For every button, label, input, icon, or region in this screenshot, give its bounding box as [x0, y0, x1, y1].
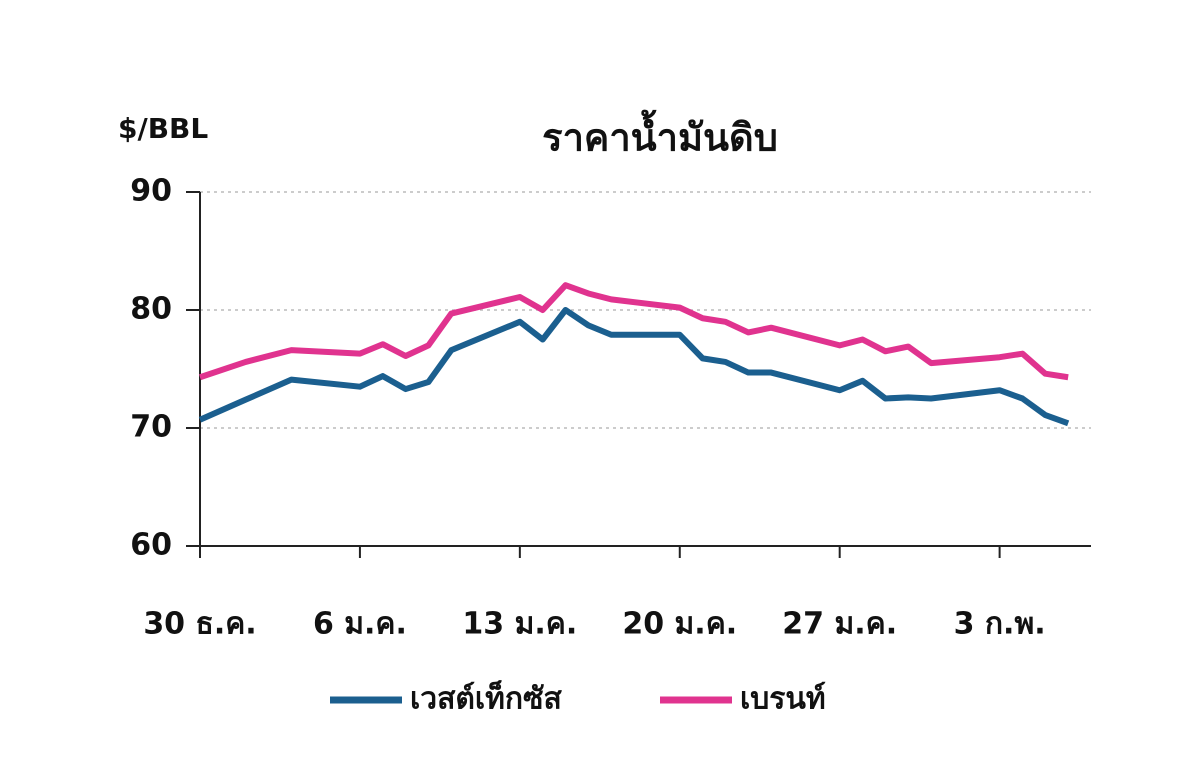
- x-tick-label: 20 ม.ค.: [622, 607, 737, 642]
- x-tick-label: 3 ก.พ.: [954, 607, 1046, 642]
- y-tick-label: 80: [130, 292, 172, 327]
- series-line: [198, 307, 1070, 427]
- x-tick-label: 13 ม.ค.: [462, 607, 577, 642]
- legend-label: เวสต์เท็กซัส: [410, 680, 562, 717]
- chart-title: ราคาน้ำมันดิบ: [542, 110, 778, 160]
- x-tick-label: 27 ม.ค.: [782, 607, 897, 642]
- series-line: [199, 282, 1069, 381]
- y-tick-label: 90: [130, 174, 172, 209]
- x-tick-label: 6 ม.ค.: [313, 607, 407, 642]
- x-tick-label: 30 ธ.ค.: [143, 607, 256, 642]
- y-tick-label: 60: [130, 528, 172, 563]
- legend-label: เบรนท์: [740, 682, 826, 717]
- y-axis-label: $/BBL: [118, 112, 208, 145]
- y-tick-label: 70: [130, 410, 172, 445]
